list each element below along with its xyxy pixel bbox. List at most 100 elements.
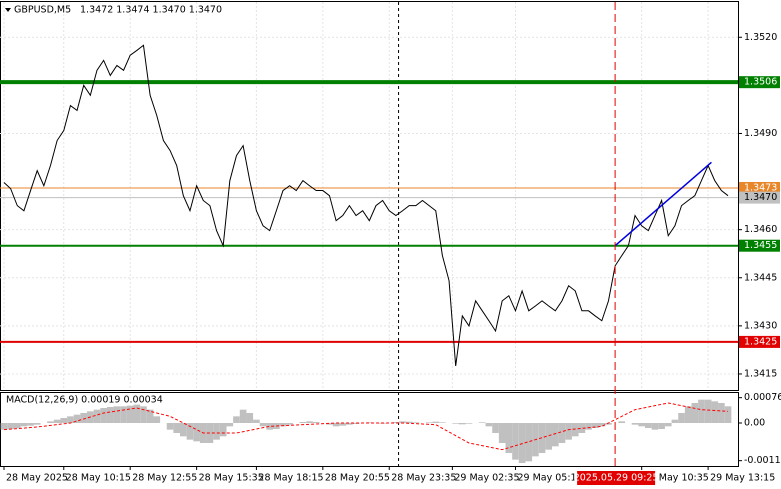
macd-bar [439,422,446,423]
macd-bar [704,399,712,423]
price-line [3,44,729,367]
macd-bar [598,423,606,427]
x-tick-label: 29 May 05:15 [517,473,582,484]
macd-bar [578,423,586,433]
macd-bar [206,423,214,443]
macd-bar [113,406,121,423]
macd-bar [100,408,107,423]
macd-bar [691,403,699,423]
y-tick-label: 1.3415 [744,368,777,379]
macd-bar [173,423,181,433]
macd-bar [133,404,141,423]
macd-bar [478,422,486,423]
level-label-box [739,335,780,348]
macd-bar [306,421,313,423]
macd-bar [645,423,652,428]
macd-bar [684,406,692,423]
panel-title: MACD(12,26,9) 0.00019 0.00034 [6,395,163,406]
macd-bar [571,423,579,437]
macd-bar [279,423,287,427]
macd-bar [399,421,406,423]
level-label-box [739,76,780,89]
macd-bar [724,406,732,423]
level-label: 1.3506 [744,77,777,88]
y-tick-label: 1.3430 [744,320,777,331]
macd-bar [146,409,154,423]
macd-bar [698,399,705,423]
macd-bar [671,419,679,423]
macd-bar [153,416,161,423]
y-tick-label: -0.00113 [744,455,781,466]
macd-bar [558,423,566,443]
macd-bar [585,423,592,430]
macd-bar [352,423,360,424]
macd-bar [664,423,672,427]
macd-bar [346,423,353,425]
macd-bar [299,422,307,423]
macd-bar [658,423,665,429]
macd-bar [485,423,493,427]
macd-bar [106,407,114,423]
signal-line [3,402,729,451]
y-tick-label: 0.00 [744,418,765,429]
macd-bar [73,414,81,423]
level-label: 1.3470 [744,192,777,203]
x-tick-label: 29 May 13:15 [710,473,775,484]
macd-bar [565,423,572,440]
macd-bar [253,419,260,423]
macd-bar [126,405,134,423]
macd-bar [651,423,659,430]
macd-bar [452,423,460,424]
macd-bar [213,423,220,440]
macd-bar [60,418,68,423]
macd-bar [93,409,101,423]
macd-bar [180,423,187,437]
macd-bar [459,423,466,425]
macd-bar [618,421,626,423]
macd-bar [13,423,21,428]
macd-bar [312,422,320,423]
y-tick-label: 1.3460 [744,224,777,235]
panel-title: GBPUSD,M5 [14,5,71,16]
x-tick-label: 29 May 10:35 [644,473,709,484]
macd-bar [711,401,719,423]
macd-bar [80,413,88,423]
macd-panel [0,392,739,467]
macd-bar [545,423,553,450]
macd-bar [412,422,420,423]
level-label: 1.3455 [744,240,777,251]
level-label-box [739,181,780,194]
x-tick-label: 28 May 18:15 [258,473,323,484]
macd-bar [193,423,200,442]
macd-bar [678,413,685,423]
macd-bar [0,423,8,430]
x-tick-label: 28 May 12:55 [132,473,197,484]
macd-bar [33,423,41,425]
y-tick-label: 1.3520 [744,32,777,43]
macd-bar [166,423,174,430]
macd-bar [7,423,14,429]
macd-bar [233,416,240,423]
y-tick-label: 0.00076 [744,392,781,403]
trend-line [614,161,712,247]
macd-bar [239,409,247,423]
macd-bar [259,423,267,427]
y-tick-label: 1.3490 [744,128,777,139]
macd-bar [405,421,413,423]
macd-bar [605,423,612,425]
macd-bar [465,423,473,424]
macd-bar [226,423,234,427]
macd-bar [326,423,333,425]
level-label-box [739,239,780,252]
macd-bar [525,423,533,462]
macd-bar [219,423,227,437]
macd-bar [332,423,340,427]
macd-bar [518,423,526,463]
level-label: 1.3473 [744,182,777,193]
menu-icon [5,8,11,12]
macd-bar [67,416,74,423]
x-tick-label: 29 May 02:35 [454,473,519,484]
x-tick-label: 28 May 20:55 [325,473,390,484]
